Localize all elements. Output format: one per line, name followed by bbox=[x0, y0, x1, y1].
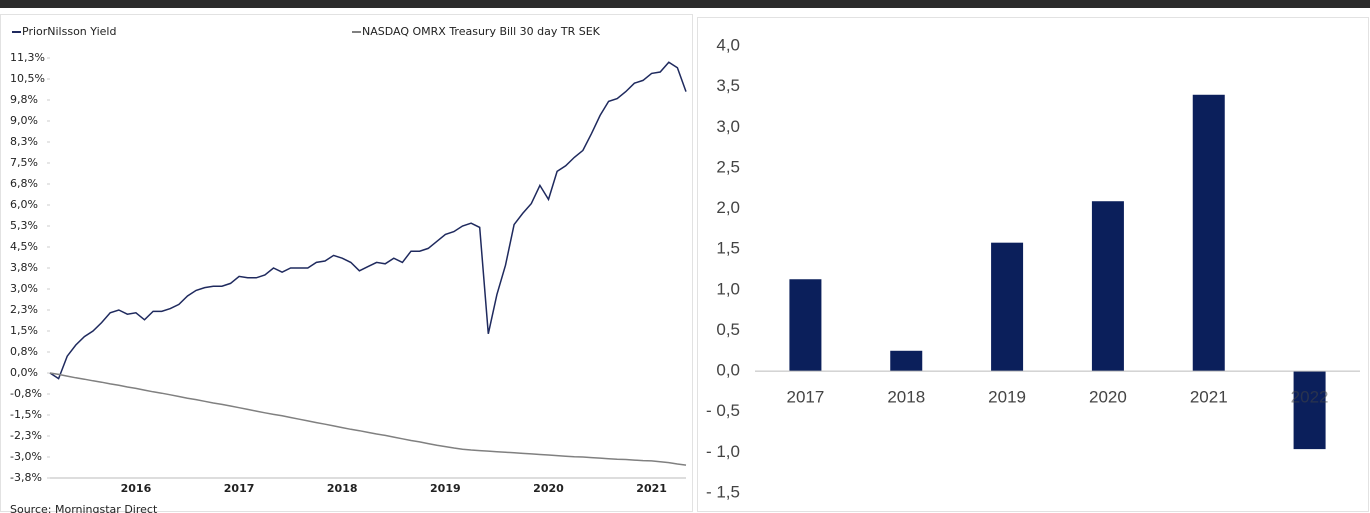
bar bbox=[1091, 201, 1124, 372]
y-tick-label: 1,5 bbox=[716, 239, 740, 258]
y-tick-label: 3,8% bbox=[10, 261, 38, 274]
y-tick-label: -3,8% bbox=[10, 471, 42, 484]
y-tick-label: 0,0 bbox=[716, 361, 740, 380]
x-tick-label: 2020 bbox=[533, 482, 564, 495]
y-tick-label: 11,3% bbox=[10, 51, 45, 64]
y-tick-label: 0,5 bbox=[716, 320, 740, 339]
y-tick-label: 4,0 bbox=[716, 35, 740, 54]
x-tick-label: 2021 bbox=[636, 482, 667, 495]
y-tick-label: 6,8% bbox=[10, 177, 38, 190]
x-tick-label: 2022 bbox=[1291, 388, 1329, 407]
y-tick-label: 8,3% bbox=[10, 135, 38, 148]
x-tick-label: 2018 bbox=[327, 482, 358, 495]
y-tick-label: 2,3% bbox=[10, 303, 38, 316]
y-tick-label: 1,5% bbox=[10, 324, 38, 337]
y-tick-label: 0,0% bbox=[10, 366, 38, 379]
y-tick-label: -3,0% bbox=[10, 450, 42, 463]
line-chart: 11,3% 10,5% 9,8% 9,0% 8,3% 7,5% 6,8% 6,0% 5,3% 4,… bbox=[10, 25, 687, 513]
bar bbox=[1293, 371, 1326, 450]
series-line bbox=[49, 61, 687, 380]
y-tick-label: 9,8% bbox=[10, 93, 38, 106]
y-tick-label: 1,0 bbox=[716, 279, 740, 298]
bar bbox=[890, 350, 923, 372]
left-panel bbox=[0, 14, 693, 512]
top-bar bbox=[0, 0, 1370, 8]
bar bbox=[1192, 94, 1225, 372]
y-tick-label: 5,3% bbox=[10, 219, 38, 232]
y-tick-label: 10,5% bbox=[10, 72, 45, 85]
y-tick-label: 3,5 bbox=[716, 76, 740, 95]
x-tick-label: 2017 bbox=[787, 388, 825, 407]
x-tick-label: 2016 bbox=[121, 482, 152, 495]
y-tick-label: -1,5% bbox=[10, 408, 42, 421]
y-tick-label: 4,5% bbox=[10, 240, 38, 253]
y-tick-label: 7,5% bbox=[10, 156, 38, 169]
x-tick-label: 2019 bbox=[430, 482, 461, 495]
bar-chart: 4,0 3,5 3,0 2,5 2,0 1,5 1,0 0,5 0,0 - 0,5 - 1,0 - 1… bbox=[706, 35, 1360, 501]
x-tick-label: 2021 bbox=[1190, 388, 1228, 407]
y-tick-label: -2,3% bbox=[10, 429, 42, 442]
y-tick-label: 2,5 bbox=[716, 157, 740, 176]
y-tick-label: 0,8% bbox=[10, 345, 38, 358]
y-tick-label: -0,8% bbox=[10, 387, 42, 400]
legend-label: PriorNilsson Yield bbox=[22, 25, 116, 38]
y-tick-label: 2,0 bbox=[716, 198, 740, 217]
right-panel bbox=[697, 17, 1369, 512]
x-tick-label: 2017 bbox=[224, 482, 255, 495]
y-tick-label: - 1,5 bbox=[706, 482, 740, 501]
x-tick-label: 2018 bbox=[887, 388, 925, 407]
x-tick-label: 2020 bbox=[1089, 388, 1127, 407]
y-tick-label: 3,0 bbox=[716, 117, 740, 136]
bar bbox=[789, 279, 822, 372]
bar bbox=[991, 242, 1024, 372]
series-line bbox=[49, 372, 687, 466]
y-tick-label: 6,0% bbox=[10, 198, 38, 211]
y-tick-label: 9,0% bbox=[10, 114, 38, 127]
legend-label: NASDAQ OMRX Treasury Bill 30 day TR SEK bbox=[362, 25, 601, 38]
y-tick-label: 3,0% bbox=[10, 282, 38, 295]
y-tick-label: - 0,5 bbox=[706, 401, 740, 420]
x-tick-label: 2019 bbox=[988, 388, 1026, 407]
y-tick-label: - 1,0 bbox=[706, 442, 740, 461]
source: Source: Morningstar Direct bbox=[10, 503, 158, 513]
